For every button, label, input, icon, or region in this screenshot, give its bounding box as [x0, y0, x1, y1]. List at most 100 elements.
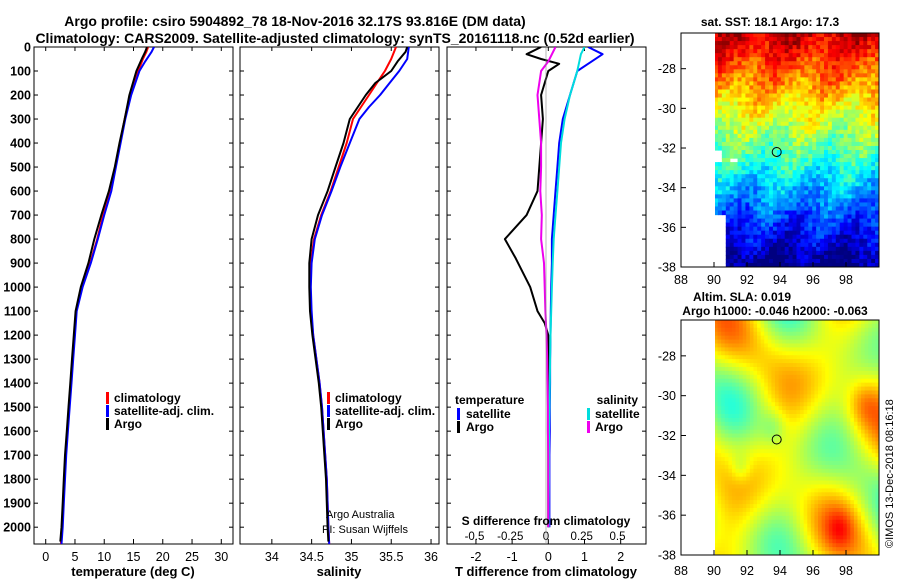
sst-cell	[804, 77, 809, 83]
sla-cell	[828, 492, 833, 497]
sst-cell	[741, 190, 747, 195]
sst-cell	[769, 73, 774, 78]
sla-cell	[742, 347, 747, 352]
sla-cell	[800, 492, 805, 497]
sla-cell	[810, 398, 816, 403]
sla-cell	[839, 421, 844, 427]
sst-cell	[717, 190, 723, 195]
sst-cell	[753, 137, 758, 143]
sla-cell	[715, 461, 719, 466]
sst-cell	[847, 125, 853, 131]
sla-cell	[832, 504, 837, 509]
sst-cell	[788, 37, 794, 42]
sla-cell	[749, 433, 755, 439]
sst-cell	[847, 174, 853, 179]
sst-cell	[824, 61, 829, 66]
sla-cell	[749, 421, 755, 427]
sst-cell	[733, 190, 739, 195]
sla-cell	[753, 390, 758, 396]
sst-cell	[733, 73, 739, 78]
sla-cell	[839, 425, 844, 431]
sla-cell	[735, 414, 740, 419]
sst-cell	[729, 49, 735, 54]
sla-cell	[731, 378, 737, 384]
sla-cell	[821, 472, 826, 478]
sla-cell	[749, 331, 755, 337]
sst-cell	[729, 89, 735, 95]
sla-cell	[771, 347, 776, 352]
sst-cell	[855, 150, 860, 155]
sla-cell	[771, 480, 776, 486]
sla-cell	[764, 351, 769, 356]
sla-cell	[724, 327, 729, 333]
sla-cell	[739, 461, 744, 466]
depth-tick-label: 1300	[3, 353, 31, 367]
sst-cell	[741, 105, 747, 111]
sst-cell	[796, 250, 802, 256]
sla-cell	[789, 484, 794, 490]
sla-cell	[857, 433, 862, 439]
sst-cell	[725, 65, 731, 70]
sst-cell	[855, 226, 860, 232]
sst-cell	[816, 170, 821, 175]
sst-cell	[784, 162, 790, 167]
sst-cell	[863, 101, 868, 107]
sst-cell	[871, 226, 876, 232]
sla-cell	[825, 347, 830, 352]
sst-cell	[863, 89, 868, 95]
sst-cell	[725, 158, 731, 163]
sla-cell	[749, 457, 755, 462]
sst-cell	[808, 258, 813, 264]
sst-cell	[780, 73, 786, 78]
sst-cell	[835, 254, 841, 260]
series-argo	[59, 47, 148, 542]
sst-cell	[796, 190, 802, 195]
sla-cell	[800, 457, 805, 462]
sst-cell	[745, 230, 750, 236]
sla-cell	[728, 476, 733, 482]
sst-cell	[847, 133, 853, 139]
sst-cell	[737, 214, 743, 220]
sla-cell	[760, 488, 765, 493]
sla-cell	[850, 323, 855, 329]
sst-cell	[725, 73, 731, 78]
sst-cell	[757, 250, 762, 256]
sst-cell	[808, 97, 813, 103]
sst-cell	[859, 158, 864, 163]
sst-cell	[835, 202, 841, 208]
sst-cell	[859, 133, 864, 139]
sst-cell	[792, 69, 798, 74]
sla-cell	[821, 496, 826, 501]
sla-cell	[800, 343, 805, 349]
sst-cell	[761, 170, 766, 175]
sla-cell	[803, 488, 808, 493]
sst-cell	[808, 246, 813, 252]
sla-cell	[753, 417, 758, 423]
sla-cell	[864, 327, 869, 333]
sst-cell	[721, 182, 727, 187]
sla-cell	[843, 433, 848, 439]
sla-cell	[717, 449, 722, 454]
sla-cell	[871, 445, 877, 450]
sla-cell	[810, 508, 816, 513]
sla-cell	[843, 429, 848, 435]
sla-cell	[742, 382, 747, 388]
sst-cell	[780, 105, 786, 111]
sla-cell	[796, 468, 801, 474]
sla-cell	[728, 511, 733, 517]
sla-cell	[760, 355, 765, 360]
sla-cell	[871, 472, 877, 478]
sst-cell	[769, 125, 774, 131]
sst-cell	[804, 45, 809, 50]
sst-cell	[776, 250, 782, 256]
sla-cell	[749, 335, 755, 341]
sst-cell	[863, 37, 868, 42]
sst-cell	[796, 234, 802, 240]
sst-cell	[847, 121, 853, 127]
sst-cell	[859, 109, 864, 115]
sla-cell	[785, 378, 790, 384]
sla-cell	[785, 398, 790, 403]
sst-cell	[800, 246, 805, 252]
sla-cell	[739, 464, 744, 470]
sst-cell	[812, 117, 817, 123]
